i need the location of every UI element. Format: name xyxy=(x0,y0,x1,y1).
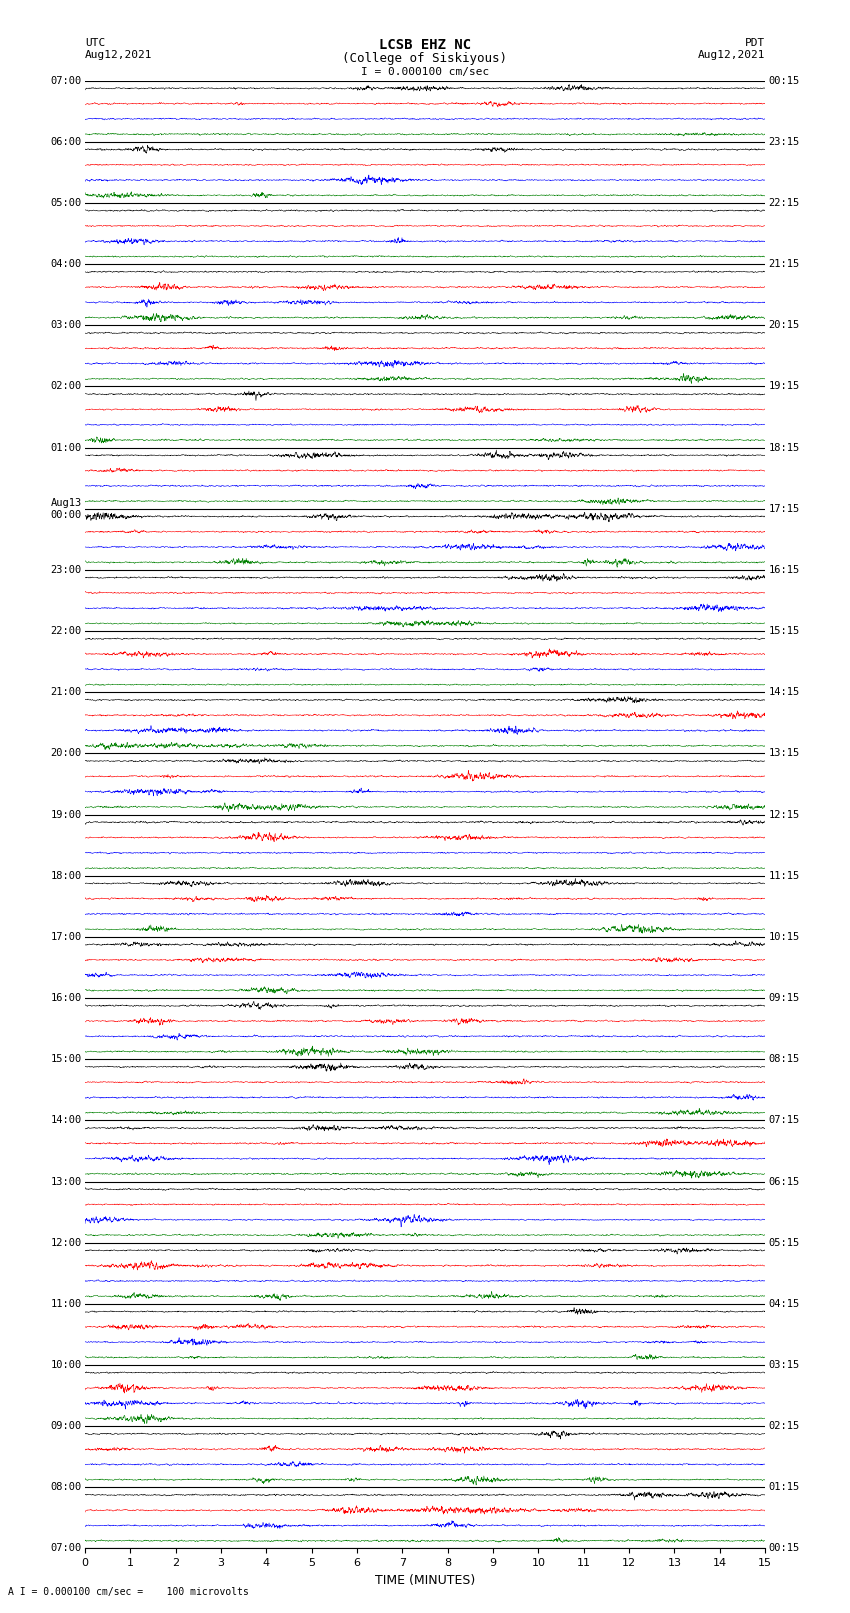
Text: 18:00: 18:00 xyxy=(50,871,82,881)
Text: 21:15: 21:15 xyxy=(768,260,800,269)
Text: Aug12,2021: Aug12,2021 xyxy=(698,50,765,60)
Text: 09:00: 09:00 xyxy=(50,1421,82,1431)
Text: 13:15: 13:15 xyxy=(768,748,800,758)
Text: 16:00: 16:00 xyxy=(50,994,82,1003)
Text: 07:00: 07:00 xyxy=(50,1544,82,1553)
Text: 22:00: 22:00 xyxy=(50,626,82,636)
Text: Aug13
00:00: Aug13 00:00 xyxy=(50,498,82,519)
Text: 21:00: 21:00 xyxy=(50,687,82,697)
Text: 22:15: 22:15 xyxy=(768,198,800,208)
Text: 05:15: 05:15 xyxy=(768,1237,800,1248)
Text: 14:00: 14:00 xyxy=(50,1115,82,1126)
Text: 08:15: 08:15 xyxy=(768,1055,800,1065)
Text: PDT: PDT xyxy=(745,39,765,48)
Text: LCSB EHZ NC: LCSB EHZ NC xyxy=(379,37,471,52)
Text: 02:00: 02:00 xyxy=(50,381,82,392)
Text: 10:15: 10:15 xyxy=(768,932,800,942)
Text: 20:15: 20:15 xyxy=(768,321,800,331)
Text: 13:00: 13:00 xyxy=(50,1176,82,1187)
Text: 06:15: 06:15 xyxy=(768,1176,800,1187)
Text: 19:00: 19:00 xyxy=(50,810,82,819)
Text: 20:00: 20:00 xyxy=(50,748,82,758)
Text: 14:15: 14:15 xyxy=(768,687,800,697)
Text: 10:00: 10:00 xyxy=(50,1360,82,1369)
Text: (College of Siskiyous): (College of Siskiyous) xyxy=(343,52,507,65)
Text: 05:00: 05:00 xyxy=(50,198,82,208)
Text: UTC: UTC xyxy=(85,39,105,48)
Text: 07:15: 07:15 xyxy=(768,1115,800,1126)
Text: 23:15: 23:15 xyxy=(768,137,800,147)
Text: 15:15: 15:15 xyxy=(768,626,800,636)
Text: 16:15: 16:15 xyxy=(768,565,800,574)
Text: I = 0.000100 cm/sec: I = 0.000100 cm/sec xyxy=(361,66,489,77)
Text: 01:00: 01:00 xyxy=(50,442,82,453)
Text: 08:00: 08:00 xyxy=(50,1482,82,1492)
Text: 11:15: 11:15 xyxy=(768,871,800,881)
Text: 12:00: 12:00 xyxy=(50,1237,82,1248)
Text: 03:00: 03:00 xyxy=(50,321,82,331)
Text: 09:15: 09:15 xyxy=(768,994,800,1003)
Text: 00:15: 00:15 xyxy=(768,76,800,85)
Text: 17:15: 17:15 xyxy=(768,503,800,515)
Text: 15:00: 15:00 xyxy=(50,1055,82,1065)
Text: 11:00: 11:00 xyxy=(50,1298,82,1308)
Text: Aug12,2021: Aug12,2021 xyxy=(85,50,152,60)
Text: 18:15: 18:15 xyxy=(768,442,800,453)
Text: A I = 0.000100 cm/sec =    100 microvolts: A I = 0.000100 cm/sec = 100 microvolts xyxy=(8,1587,249,1597)
Text: 06:00: 06:00 xyxy=(50,137,82,147)
Text: 07:00: 07:00 xyxy=(50,76,82,85)
X-axis label: TIME (MINUTES): TIME (MINUTES) xyxy=(375,1574,475,1587)
Text: 01:15: 01:15 xyxy=(768,1482,800,1492)
Text: 04:15: 04:15 xyxy=(768,1298,800,1308)
Text: 19:15: 19:15 xyxy=(768,381,800,392)
Text: 03:15: 03:15 xyxy=(768,1360,800,1369)
Text: 17:00: 17:00 xyxy=(50,932,82,942)
Text: 04:00: 04:00 xyxy=(50,260,82,269)
Text: 00:15: 00:15 xyxy=(768,1544,800,1553)
Text: 23:00: 23:00 xyxy=(50,565,82,574)
Text: 12:15: 12:15 xyxy=(768,810,800,819)
Text: 02:15: 02:15 xyxy=(768,1421,800,1431)
